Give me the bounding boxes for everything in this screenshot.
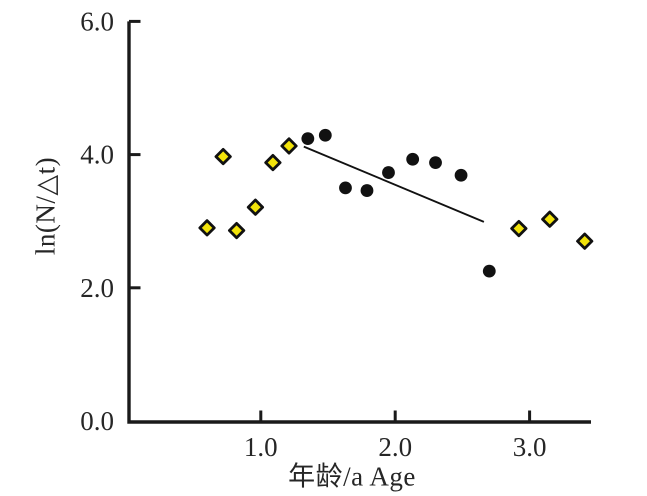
y-tick-label: 6.0 xyxy=(80,6,114,36)
data-point-black-circle xyxy=(482,264,496,278)
data-point-black-circle xyxy=(360,184,374,197)
y-axis-title: ln(N/△t) xyxy=(30,156,61,256)
x-tick-label: 3.0 xyxy=(513,432,547,462)
data-point-black-circle xyxy=(301,132,315,146)
y-tick-label: 4.0 xyxy=(80,140,114,170)
data-point-black-circle xyxy=(339,181,352,195)
data-point-yellow-diamond xyxy=(280,137,298,155)
data-point-black-circle xyxy=(406,152,420,166)
data-point-yellow-diamond xyxy=(541,210,559,228)
x-axis-title: 年龄/a Age xyxy=(288,461,416,492)
data-point-black-circle xyxy=(318,128,332,142)
data-point-black-circle xyxy=(382,166,395,179)
data-point-yellow-diamond xyxy=(576,232,594,250)
y-tick-label: 2.0 xyxy=(80,273,114,303)
data-point-black-circle xyxy=(454,168,468,182)
data-point-black-circle xyxy=(429,156,442,169)
data-point-yellow-diamond xyxy=(214,147,232,166)
x-tick-label: 2.0 xyxy=(378,432,412,462)
y-tick-label: 0.0 xyxy=(80,406,114,436)
x-tick-label: 1.0 xyxy=(244,432,278,462)
data-point-yellow-diamond xyxy=(264,153,282,172)
axes-spines xyxy=(127,21,591,424)
data-point-yellow-diamond xyxy=(198,219,216,237)
data-point-yellow-diamond xyxy=(246,198,265,216)
data-point-yellow-diamond xyxy=(510,219,528,238)
trend-line xyxy=(303,145,485,223)
data-point-yellow-diamond xyxy=(228,221,246,240)
